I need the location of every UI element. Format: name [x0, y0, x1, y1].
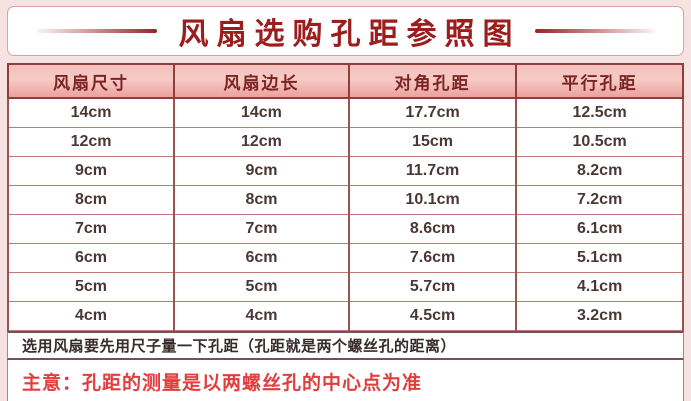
table-cell: 5cm: [173, 271, 350, 302]
table-row: 12cm 12cm 15cm 10.5cm: [6, 126, 684, 157]
table-row: 14cm 14cm 17.7cm 12.5cm: [6, 97, 684, 128]
attention-note-row: 主意：孔距的测量是以两螺丝孔的中心点为准: [7, 359, 684, 401]
table-cell: 14cm: [173, 97, 350, 128]
table-cell: 14cm: [6, 97, 176, 128]
column-header-fan-side: 风扇边长: [173, 63, 350, 99]
table-row: 8cm 8cm 10.1cm 7.2cm: [6, 184, 684, 215]
table-row: 6cm 6cm 7.6cm 5.1cm: [6, 242, 684, 273]
table-cell: 12cm: [6, 126, 176, 157]
table-cell: 9cm: [6, 155, 176, 186]
table-cell: 5.1cm: [515, 242, 684, 273]
table-body: 14cm 14cm 17.7cm 12.5cm 12cm 12cm 15cm 10.5cm 9c…: [6, 97, 684, 331]
table-row: 9cm 9cm 11.7cm 8.2cm: [6, 155, 684, 186]
table-cell: 15cm: [347, 126, 518, 157]
table-cell: 9cm: [173, 155, 350, 186]
measure-tip-text: 选用风扇要先用尺子量一下孔距（孔距就是两个螺丝孔的距离）: [22, 337, 457, 355]
table-cell: 7.2cm: [515, 184, 684, 215]
table-row: 7cm 7cm 8.6cm 6.1cm: [6, 213, 684, 244]
table-cell: 7.6cm: [347, 242, 518, 273]
table-cell: 8cm: [173, 184, 350, 215]
table-cell: 8.2cm: [515, 155, 684, 186]
table-cell: 4cm: [173, 300, 350, 331]
table-row: 4cm 4cm 4.5cm 3.2cm: [6, 300, 684, 331]
table-cell: 7cm: [6, 213, 176, 244]
title-decor-line-right: [534, 29, 655, 33]
column-header-fan-size: 风扇尺寸: [6, 63, 176, 99]
column-header-parallel-hole: 平行孔距: [515, 63, 684, 99]
table-cell: 10.5cm: [515, 126, 684, 157]
table-cell: 10.1cm: [347, 184, 518, 215]
table-cell: 4.1cm: [515, 271, 684, 302]
table-cell: 11.7cm: [347, 155, 518, 186]
table-cell: 7cm: [173, 213, 350, 244]
table-cell: 6cm: [173, 242, 350, 273]
table-cell: 6cm: [6, 242, 176, 273]
table-cell: 3.2cm: [515, 300, 684, 331]
table-row: 5cm 5cm 5.7cm 4.1cm: [6, 271, 684, 302]
table-cell: 12cm: [173, 126, 350, 157]
page: 风扇选购孔距参照图 风扇尺寸 风扇边长 对角孔距 平行孔距 14cm 14cm 17…: [6, 6, 684, 401]
table-cell: 6.1cm: [515, 213, 684, 244]
column-header-diagonal-hole: 对角孔距: [347, 63, 518, 99]
title-decor-line-left: [36, 29, 157, 33]
table-cell: 8.6cm: [347, 213, 518, 244]
page-title: 风扇选购孔距参照图: [178, 18, 521, 51]
measure-tip-row: 选用风扇要先用尺子量一下孔距（孔距就是两个螺丝孔的距离）: [7, 330, 684, 360]
table-cell: 12.5cm: [515, 97, 684, 128]
title-banner: 风扇选购孔距参照图: [7, 6, 684, 56]
table-cell: 4.5cm: [347, 300, 518, 331]
table-header-row: 风扇尺寸 风扇边长 对角孔距 平行孔距: [6, 63, 684, 99]
attention-note-text: 主意：孔距的测量是以两螺丝孔的中心点为准: [22, 372, 423, 394]
table-cell: 17.7cm: [347, 97, 518, 128]
table-cell: 4cm: [6, 300, 176, 331]
table-cell: 5.7cm: [347, 271, 518, 302]
table-cell: 8cm: [6, 184, 176, 215]
table-cell: 5cm: [6, 271, 176, 302]
hole-distance-table: 风扇尺寸 风扇边长 对角孔距 平行孔距 14cm 14cm 17.7cm 12.5cm…: [6, 63, 684, 331]
